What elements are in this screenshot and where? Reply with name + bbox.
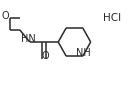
Text: O: O bbox=[1, 11, 9, 21]
Text: HCl: HCl bbox=[103, 13, 121, 23]
Text: NH: NH bbox=[76, 48, 91, 58]
Text: O: O bbox=[42, 51, 49, 61]
Text: HN: HN bbox=[21, 34, 36, 44]
